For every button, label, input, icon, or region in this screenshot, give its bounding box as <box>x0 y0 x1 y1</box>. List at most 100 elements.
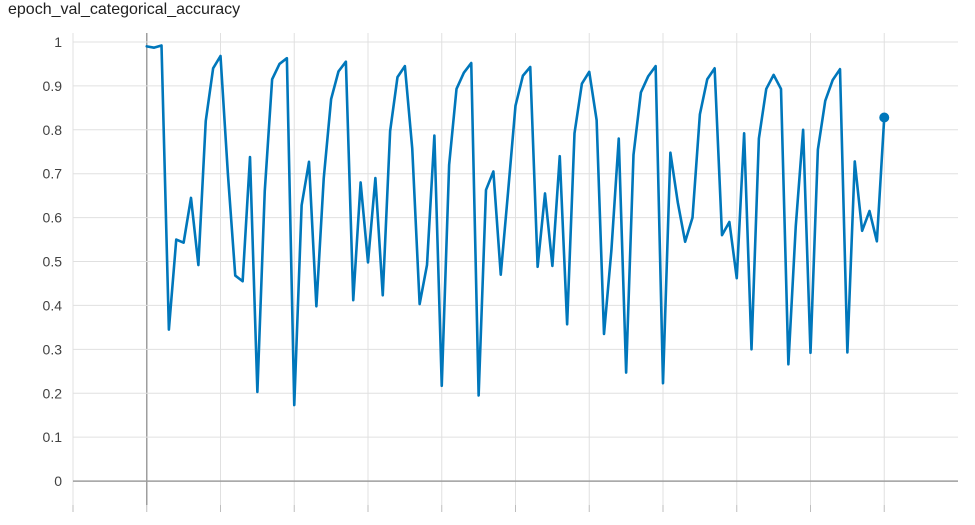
data-point <box>595 118 599 122</box>
data-point <box>285 56 289 60</box>
data-point <box>801 128 805 132</box>
data-point <box>786 362 790 366</box>
data-point <box>167 328 171 332</box>
data-point <box>772 73 776 77</box>
series-line <box>145 44 886 407</box>
data-point <box>440 384 444 388</box>
data-point <box>550 264 554 268</box>
data-point <box>868 209 872 213</box>
data-point <box>683 240 687 244</box>
data-point <box>838 67 842 71</box>
data-point <box>499 273 503 277</box>
data-point <box>469 61 473 65</box>
data-point <box>661 381 665 385</box>
data-point <box>233 274 237 278</box>
data-point <box>322 176 326 180</box>
data-point <box>410 147 414 151</box>
data-point <box>860 229 864 233</box>
data-point <box>764 87 768 91</box>
data-point <box>727 220 731 224</box>
data-point <box>639 90 643 94</box>
data-point <box>462 71 466 75</box>
data-point <box>455 87 459 91</box>
data-point <box>528 65 532 69</box>
data-point <box>831 78 835 82</box>
data-point <box>418 302 422 306</box>
data-point <box>219 54 223 58</box>
data-point <box>211 66 215 70</box>
data-point <box>145 44 149 48</box>
data-point <box>609 249 613 253</box>
data-point <box>565 322 569 326</box>
data-point <box>263 189 267 193</box>
data-point <box>388 129 392 133</box>
data-point <box>248 155 252 159</box>
data-point <box>152 46 156 50</box>
data-point <box>366 260 370 264</box>
y-tick-label: 1 <box>54 34 62 50</box>
y-tick-label: 0.7 <box>43 166 63 182</box>
data-point <box>189 196 193 200</box>
data-point <box>654 64 658 68</box>
data-point <box>403 64 407 68</box>
data-point <box>536 265 540 269</box>
data-point <box>292 403 296 407</box>
y-tick-label: 0.8 <box>43 122 63 138</box>
data-point <box>720 233 724 237</box>
data-point <box>425 263 429 267</box>
data-point <box>757 137 761 141</box>
y-tick-label: 0.5 <box>43 254 63 270</box>
data-point <box>278 62 282 66</box>
data-point <box>432 133 436 137</box>
data-point <box>713 66 717 70</box>
data-point <box>646 74 650 78</box>
data-point <box>160 43 164 47</box>
data-point <box>705 77 709 81</box>
data-point <box>373 176 377 180</box>
y-tick-label: 0.6 <box>43 210 63 226</box>
data-point <box>204 119 208 123</box>
data-point <box>823 99 827 103</box>
data-point <box>779 87 783 91</box>
data-point <box>875 239 879 243</box>
data-point <box>491 170 495 174</box>
last-data-point <box>879 112 890 123</box>
data-point <box>329 97 333 101</box>
data-point <box>668 151 672 155</box>
data-point <box>484 188 488 192</box>
data-point <box>809 351 813 355</box>
y-tick-label: 0.3 <box>43 341 63 357</box>
y-tick-label: 0.1 <box>43 429 63 445</box>
data-point <box>742 131 746 135</box>
data-point <box>624 371 628 375</box>
data-point <box>270 77 274 81</box>
data-point <box>477 393 481 397</box>
y-tick-label: 0 <box>54 473 62 489</box>
data-point <box>602 332 606 336</box>
data-point <box>617 137 621 141</box>
data-point <box>853 159 857 163</box>
data-point <box>573 131 577 135</box>
data-point <box>794 224 798 228</box>
y-tick-label: 0.9 <box>43 78 63 94</box>
data-point <box>174 238 178 242</box>
data-point <box>543 191 547 195</box>
data-point <box>300 203 304 207</box>
data-point <box>735 276 739 280</box>
data-point <box>587 70 591 74</box>
data-point <box>845 350 849 354</box>
data-point <box>351 298 355 302</box>
data-point <box>632 153 636 157</box>
data-point <box>698 112 702 116</box>
data-point <box>514 104 518 108</box>
data-point <box>691 216 695 220</box>
y-tick-label: 0.2 <box>43 385 63 401</box>
data-point <box>241 279 245 283</box>
data-point <box>396 75 400 79</box>
data-point <box>816 148 820 152</box>
data-point <box>226 172 230 176</box>
data-point <box>196 263 200 267</box>
data-point <box>359 180 363 184</box>
data-point <box>506 189 510 193</box>
